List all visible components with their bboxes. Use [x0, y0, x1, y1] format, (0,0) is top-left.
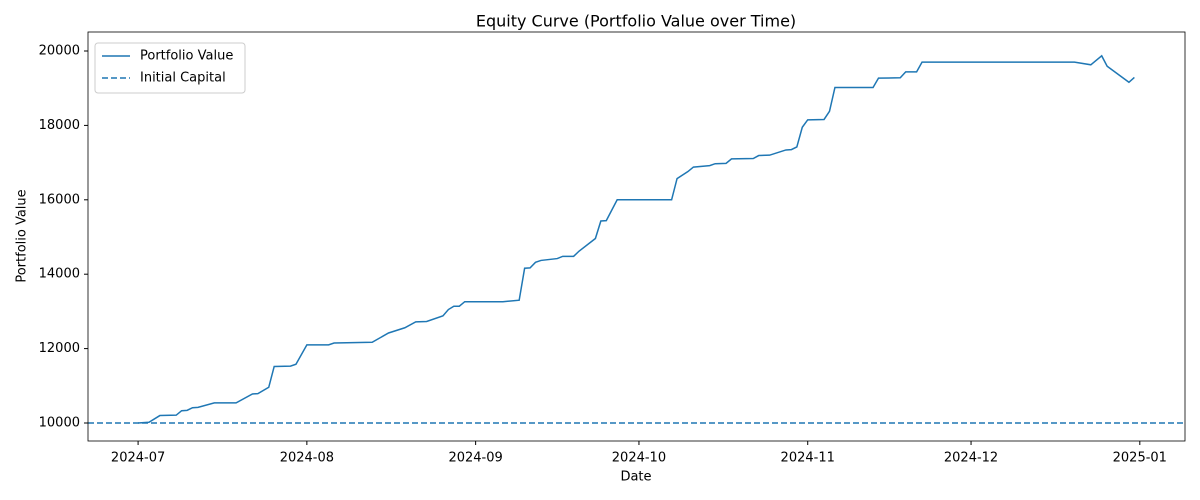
x-tick-label: 2024-09 [448, 451, 502, 466]
y-tick-label: 14000 [39, 267, 80, 282]
plot-frame [87, 31, 1186, 442]
legend-label: Portfolio Value [140, 49, 233, 64]
y-tick-label: 18000 [39, 118, 80, 133]
y-tick-label: 20000 [39, 44, 80, 59]
y-tick-label: 10000 [39, 415, 80, 430]
x-tick-label: 2024-08 [280, 451, 334, 466]
y-axis-label: Portfolio Value [15, 189, 30, 282]
chart-title: Equity Curve (Portfolio Value over Time) [476, 12, 796, 31]
x-axis-label: Date [620, 470, 651, 485]
legend-label: Initial Capital [140, 71, 226, 86]
x-tick-label: 2024-07 [111, 451, 165, 466]
x-tick-label: 2025-01 [1113, 451, 1167, 466]
line-series [138, 54, 1135, 424]
legend-box [94, 42, 246, 94]
x-tick-label: 2024-10 [612, 451, 666, 466]
y-tick-label: 16000 [39, 192, 80, 207]
x-tick-label: 2024-12 [944, 451, 998, 466]
y-tick-label: 12000 [39, 341, 80, 356]
x-tick-label: 2024-11 [781, 451, 835, 466]
